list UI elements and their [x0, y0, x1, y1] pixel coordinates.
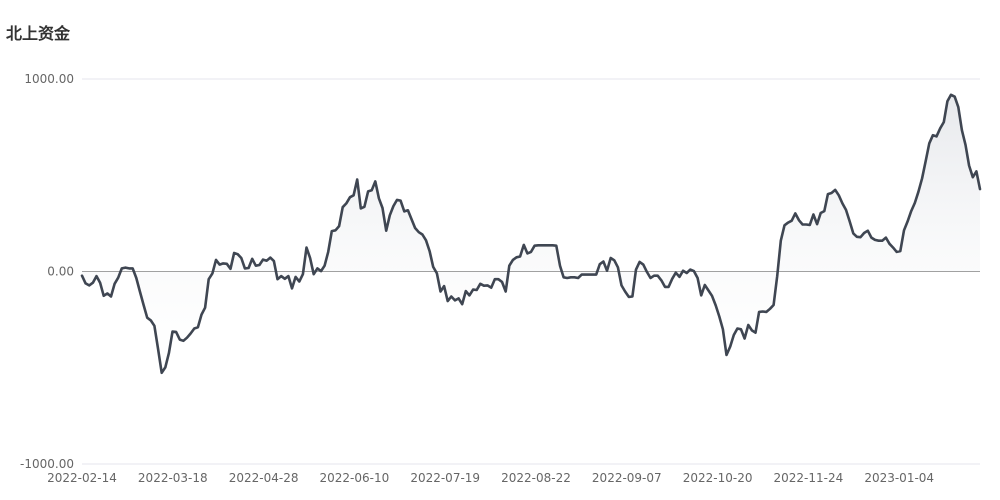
y-tick-label: 0.00	[47, 265, 74, 279]
x-tick-label: 2022-02-14	[47, 471, 117, 485]
chart-title: 北上资金	[6, 24, 71, 43]
series-area-fill	[82, 94, 980, 373]
x-tick-label: 2022-06-10	[320, 471, 390, 485]
x-tick-label: 2022-10-20	[683, 471, 753, 485]
x-tick-label: 2022-03-18	[138, 471, 208, 485]
x-tick-label: 2022-09-07	[592, 471, 662, 485]
y-tick-label: 1000.00	[24, 72, 74, 86]
x-tick-label: 2022-08-22	[501, 471, 571, 485]
x-tick-label: 2022-04-28	[229, 471, 299, 485]
series-line	[80, 93, 982, 375]
x-tick-label: 2022-07-19	[410, 471, 480, 485]
x-tick-label: 2023-01-04	[864, 471, 934, 485]
x-tick-label: 2022-11-24	[774, 471, 844, 485]
y-tick-label: -1000.00	[20, 457, 74, 471]
